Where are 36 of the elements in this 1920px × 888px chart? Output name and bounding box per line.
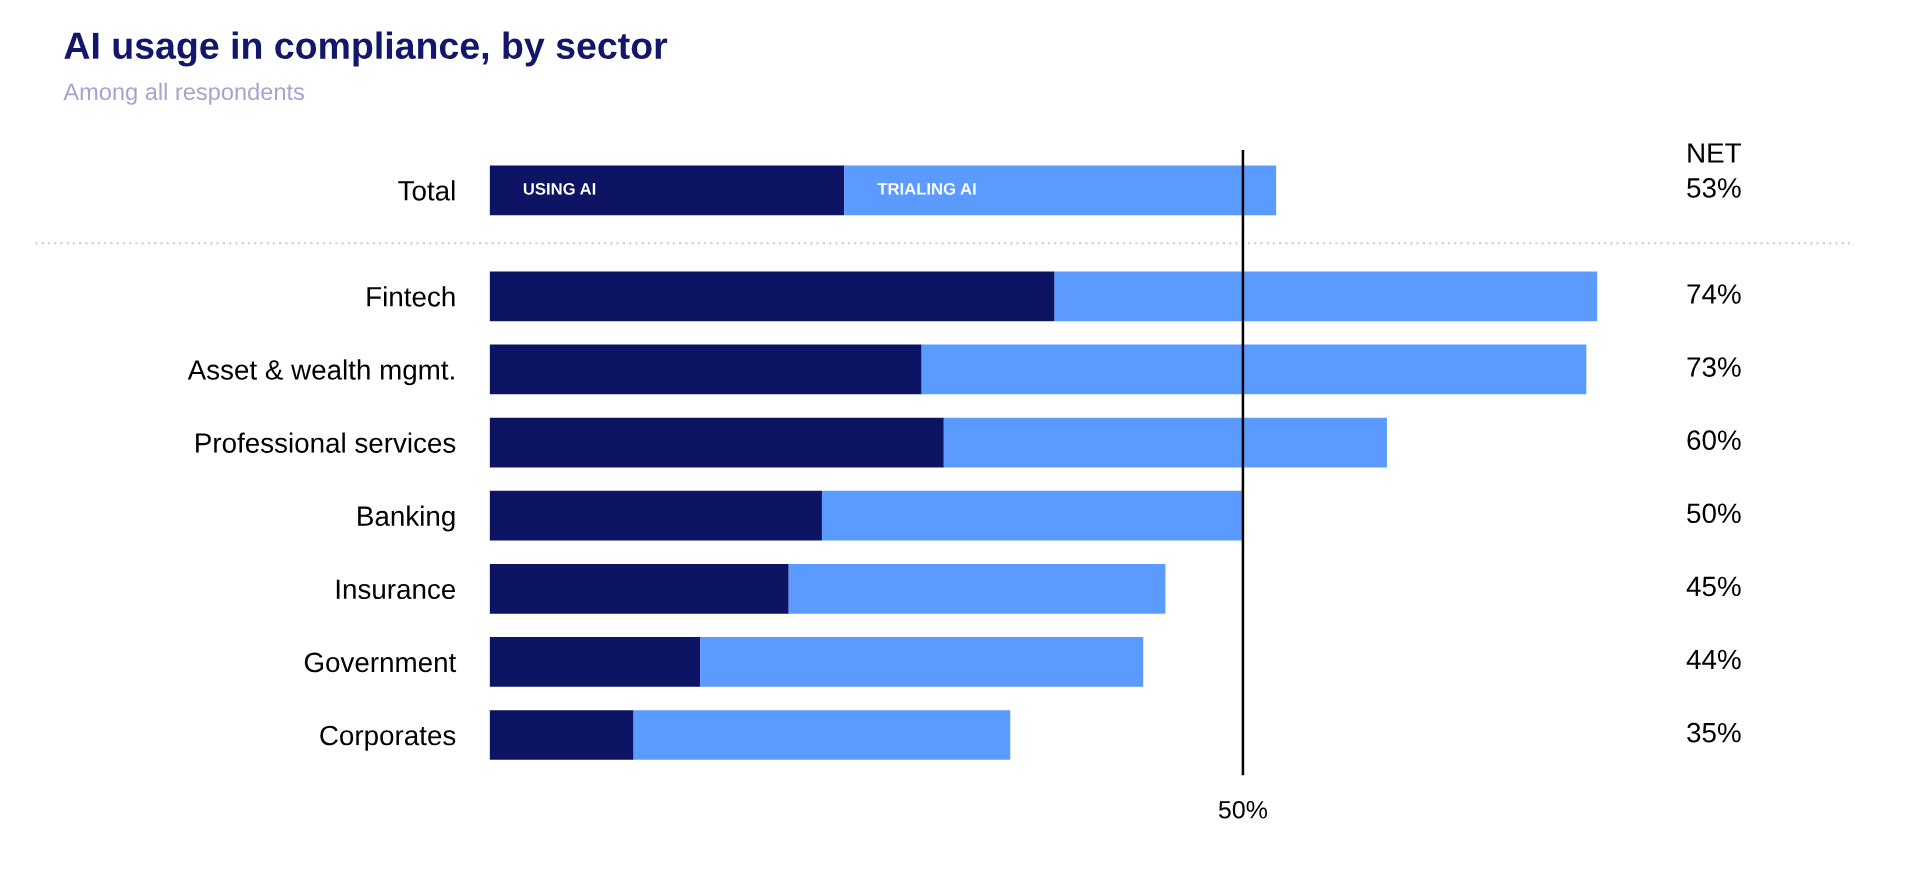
bar	[943, 417, 1387, 468]
text: Among all respondents	[63, 82, 305, 105]
series-label: TRIALING AI	[877, 182, 976, 195]
chart-title: AI usage in compliance, by sector	[64, 31, 668, 67]
y-tick-label: Government	[304, 652, 457, 673]
text: 50%	[1687, 503, 1741, 524]
text: 44%	[1686, 649, 1741, 670]
text: 73%	[1687, 357, 1741, 377]
bar	[489, 344, 922, 395]
y-tick-label: Banking	[358, 505, 455, 532]
text: 35%	[1687, 722, 1741, 743]
text: NET	[1688, 143, 1741, 163]
bar	[788, 563, 1166, 614]
text: 53%	[1687, 178, 1741, 198]
bar	[489, 563, 789, 614]
bar	[489, 417, 944, 468]
y-tick-label: Insurance	[336, 579, 456, 600]
y-tick-label: Professional services	[196, 432, 456, 453]
bar	[1054, 271, 1598, 322]
bar	[700, 637, 1144, 687]
text: 60%	[1687, 430, 1741, 450]
bar	[489, 271, 1055, 322]
bar	[489, 710, 634, 760]
bar	[633, 710, 1011, 760]
y-tick-label: Fintech	[367, 286, 455, 307]
series-label: USING AI	[523, 182, 596, 195]
y-tick-label: Total	[398, 180, 455, 201]
bar	[489, 637, 701, 687]
y-tick-label: Asset & wealth mgmt.	[187, 359, 454, 386]
text: 50%	[1218, 800, 1268, 819]
text: 74%	[1687, 284, 1741, 304]
bar	[921, 344, 1587, 395]
text: 45%	[1686, 576, 1741, 597]
y-tick-label: Corporates	[320, 725, 456, 751]
bar	[821, 490, 1243, 541]
bar	[489, 490, 822, 541]
